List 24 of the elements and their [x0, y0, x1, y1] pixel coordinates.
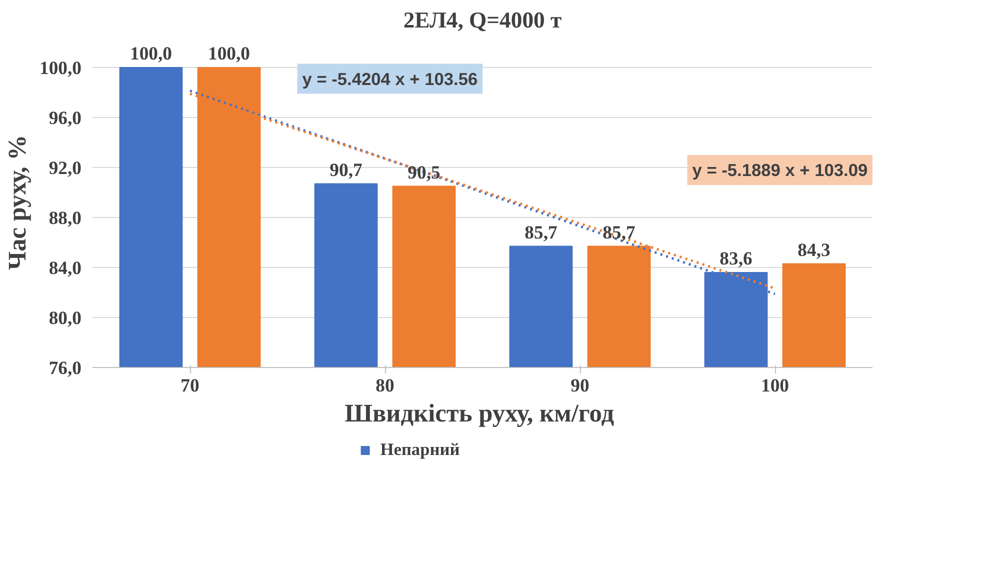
x-tick-label: 90	[570, 376, 590, 396]
x-tick-label: 80	[376, 376, 394, 396]
data-label: 90,7	[330, 160, 362, 181]
x-axis-title: Швидкість руху, км/год	[344, 400, 614, 428]
y-axis-title: Час руху, %	[4, 134, 32, 270]
data-label: 100,0	[130, 44, 172, 64]
data-label: 85,7	[524, 222, 558, 244]
x-tick-label: 100	[761, 376, 789, 396]
data-label: 85,7	[602, 222, 636, 244]
y-tick-label: 96,0	[48, 108, 82, 129]
y-tick-label: 88,0	[48, 208, 82, 229]
annotation: y = -5.4204 x + 103.56	[302, 68, 478, 89]
data-label: 100,0	[208, 44, 250, 64]
y-tick-label: 80,0	[48, 308, 82, 329]
y-tick-label: 100,0	[40, 58, 82, 79]
legend-label: Непарний	[380, 440, 460, 460]
annotation: y = -5.1889 x + 103.09	[692, 160, 868, 180]
data-label: 83,6	[720, 248, 752, 270]
chart-title: 2ЕЛ4, Q=4000 т	[403, 8, 562, 32]
x-tick-label: 70	[180, 376, 200, 396]
y-tick-label: 92,0	[48, 158, 82, 179]
y-tick-label: 84,0	[48, 258, 82, 279]
y-tick-label: 76,0	[48, 358, 82, 379]
data-label: 84,3	[798, 240, 830, 261]
